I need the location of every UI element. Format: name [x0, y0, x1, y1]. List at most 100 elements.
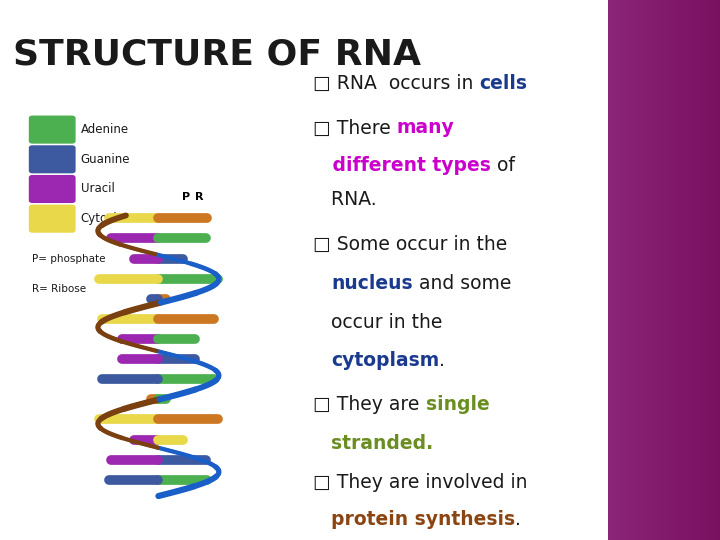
Bar [691, 0, 693, 540]
Bar [613, 0, 615, 540]
Bar [685, 0, 687, 540]
Bar [616, 0, 618, 540]
Bar [716, 0, 717, 540]
Bar [671, 0, 672, 540]
Bar [639, 0, 640, 540]
Text: stranded.: stranded. [331, 434, 433, 454]
Bar [679, 0, 680, 540]
Bar [684, 0, 686, 540]
Bar [622, 0, 624, 540]
Bar [633, 0, 635, 540]
Bar [657, 0, 660, 540]
Text: different types: different types [313, 156, 491, 176]
Bar [649, 0, 650, 540]
Bar [631, 0, 633, 540]
Bar [611, 0, 613, 540]
Bar [632, 0, 634, 540]
Text: □ Some occur in the: □ Some occur in the [313, 234, 508, 254]
Text: R: R [194, 192, 203, 202]
Bar [672, 0, 674, 540]
Bar [665, 0, 666, 540]
Bar [692, 0, 694, 540]
Bar [700, 0, 702, 540]
Bar [645, 0, 647, 540]
Bar [629, 0, 630, 540]
Bar [660, 0, 662, 540]
Bar [702, 0, 704, 540]
Bar [621, 0, 623, 540]
Bar [657, 0, 658, 540]
Bar [714, 0, 716, 540]
Bar [636, 0, 638, 540]
Bar [615, 0, 617, 540]
Bar [712, 0, 714, 540]
Bar [680, 0, 682, 540]
Bar [718, 0, 719, 540]
Text: Uracil: Uracil [81, 183, 114, 195]
Bar [710, 0, 712, 540]
Text: Cytosine: Cytosine [81, 212, 132, 225]
Bar [714, 0, 715, 540]
Bar [649, 0, 652, 540]
Bar [661, 0, 662, 540]
Text: Adenine: Adenine [81, 123, 129, 136]
Text: single: single [426, 395, 490, 415]
Bar [673, 0, 675, 540]
Bar [618, 0, 621, 540]
Bar [682, 0, 684, 540]
Bar [624, 0, 626, 540]
Bar [667, 0, 670, 540]
Bar [634, 0, 636, 540]
Bar [696, 0, 698, 540]
Bar [652, 0, 654, 540]
Bar [665, 0, 667, 540]
Bar [647, 0, 648, 540]
Bar [608, 0, 611, 540]
Text: STRUCTURE OF RNA: STRUCTURE OF RNA [13, 38, 421, 72]
Text: protein synthesis: protein synthesis [331, 510, 516, 529]
Bar [704, 0, 706, 540]
Text: .: . [439, 351, 446, 370]
Bar [641, 0, 643, 540]
FancyBboxPatch shape [29, 145, 76, 173]
Bar [629, 0, 631, 540]
Bar [662, 0, 664, 540]
Bar [708, 0, 711, 540]
Text: occur in the: occur in the [313, 313, 443, 332]
Text: nucleus: nucleus [331, 274, 413, 293]
Bar [696, 0, 697, 540]
Bar [635, 0, 637, 540]
Text: □ RNA  occurs in: □ RNA occurs in [313, 74, 480, 93]
Bar [689, 0, 690, 540]
Bar [637, 0, 639, 540]
Bar [610, 0, 611, 540]
Bar [647, 0, 649, 540]
Bar [690, 0, 692, 540]
Bar [619, 0, 621, 540]
Bar [719, 0, 720, 540]
Bar [683, 0, 685, 540]
Bar [716, 0, 719, 540]
Text: Guanine: Guanine [81, 153, 130, 166]
Text: □ They are involved in: □ They are involved in [313, 472, 528, 492]
Bar [612, 0, 613, 540]
Bar [626, 0, 628, 540]
Bar [699, 0, 701, 540]
Text: cells: cells [480, 74, 528, 93]
Bar [639, 0, 642, 540]
Bar [675, 0, 678, 540]
Text: and some: and some [413, 274, 511, 293]
Bar [674, 0, 676, 540]
FancyBboxPatch shape [29, 205, 76, 233]
Bar [693, 0, 695, 540]
Bar [694, 0, 696, 540]
FancyBboxPatch shape [29, 175, 76, 203]
Text: P: P [181, 192, 190, 202]
Text: P= phosphate: P= phosphate [32, 254, 106, 264]
Bar [708, 0, 710, 540]
Text: □ There: □ There [313, 118, 397, 138]
Text: of: of [491, 156, 515, 176]
Bar [654, 0, 656, 540]
Bar [655, 0, 657, 540]
Bar [653, 0, 655, 540]
